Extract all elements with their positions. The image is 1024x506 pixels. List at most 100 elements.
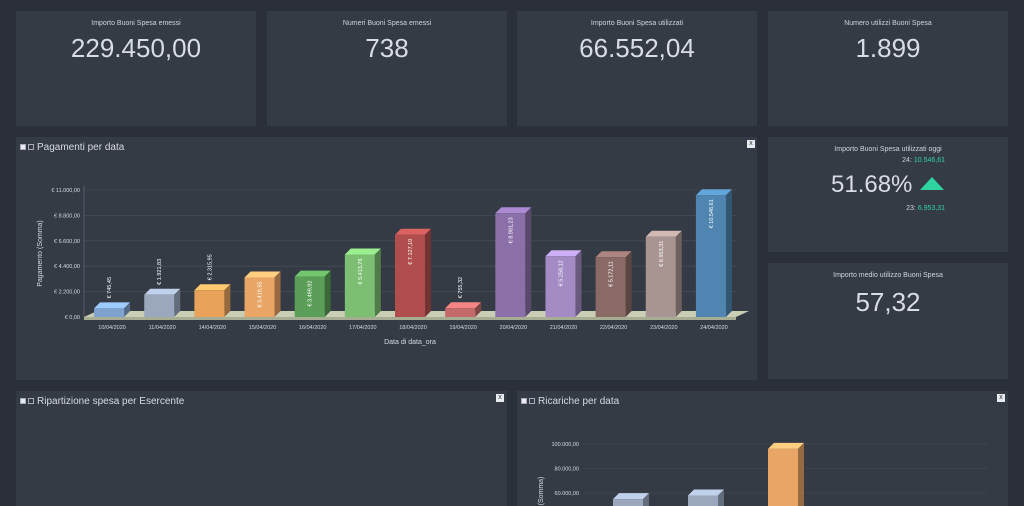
data-label: € 5.258,12 (558, 260, 564, 286)
collapse-icon[interactable] (521, 398, 527, 404)
bar-side (174, 288, 181, 317)
avg-card: Importo medio utilizzo Buoni Spesa 57,32 (768, 263, 1008, 379)
bar-top (144, 288, 181, 295)
today-bottom-value: 6.953,31 (917, 205, 945, 212)
x-tick-label: 15/04/2020 (249, 325, 277, 331)
panel-title: Ripartizione spesa per Esercente (37, 395, 185, 407)
kpi-value: 738 (365, 33, 409, 63)
bar-side (525, 207, 532, 317)
kpi-title: Numero utilizzi Buoni Spesa (844, 20, 932, 27)
kpi-title: Numeri Buoni Spesa emessi (342, 20, 432, 27)
avg-title: Importo medio utilizzo Buoni Spesa (833, 272, 943, 279)
bar (94, 302, 131, 317)
x-tick-label: 24/04/2020 (700, 325, 728, 331)
y-tick-label: 100.000,00 (551, 442, 579, 448)
y-tick-label: € 2.200,00 (54, 290, 80, 296)
bar-side (124, 302, 131, 317)
y-tick-label: € 11.000,00 (51, 188, 80, 194)
maximize-icon[interactable] (28, 398, 34, 404)
today-card: Importo Buoni Spesa utilizzati oggi 24: … (768, 137, 1008, 252)
bar (768, 442, 804, 506)
maximize-icon[interactable] (28, 144, 34, 150)
x-tick-label: 17/04/2020 (349, 325, 377, 331)
bar-side (425, 228, 431, 317)
bar (244, 271, 281, 317)
recharge-chart: 60.000,00 80.000,00 100.000,00 (Somma) (538, 442, 987, 506)
close-icon[interactable]: x (496, 394, 504, 402)
y-tick-label: € 4.400,00 (54, 264, 80, 270)
bar-front (294, 276, 325, 317)
payments-panel: Pagamenti per data x € 0,00 € 2.200,00 € 4… (16, 137, 757, 380)
kpi-card-used-count: Numero utilizzi Buoni Spesa 1.899 (768, 11, 1008, 126)
data-label: € 5.413,76 (358, 258, 364, 284)
bar-side (575, 250, 582, 317)
bar-top (445, 302, 482, 309)
bar-side (625, 251, 632, 317)
data-label: € 2.315,95 (207, 254, 213, 280)
bar-top (395, 228, 431, 235)
close-icon[interactable]: x (997, 394, 1005, 402)
bar-side (725, 189, 732, 317)
bar (395, 228, 431, 317)
data-label: € 5.172,11 (609, 261, 615, 287)
kpi-value: 66.552,04 (579, 33, 695, 63)
today-top-value: 10.546,61 (913, 157, 945, 164)
bar-front (344, 254, 375, 317)
data-label: € 10.546,61 (709, 199, 715, 228)
kpi-title: Importo Buoni Spesa emessi (91, 20, 181, 27)
bar-top (545, 250, 582, 257)
kpi-value: 229.450,00 (70, 33, 202, 63)
data-label: € 3.419,55 (258, 282, 264, 308)
bar-side (798, 442, 804, 506)
bar-top (94, 302, 131, 309)
y-tick-label: 60.000,00 (555, 491, 579, 497)
bar-top (495, 207, 532, 214)
bar-side (274, 271, 281, 317)
maximize-icon[interactable] (529, 398, 535, 404)
today-bottom-line: 23: 6.953,31 (906, 205, 945, 212)
bar-front (645, 236, 676, 317)
y-axis-label: Pagamento (Somma) (37, 220, 44, 287)
avg-value: 57,32 (855, 287, 921, 317)
data-label: € 7.127,10 (408, 239, 414, 265)
bar-front (94, 308, 125, 317)
today-pct: 51.68% (831, 171, 913, 198)
bar (294, 270, 331, 317)
y-axis-label: (Somma) (538, 477, 545, 506)
today-bottom-prefix: 23: (906, 205, 918, 212)
bar (595, 251, 632, 317)
bar-front (194, 290, 225, 317)
bar-side (475, 302, 482, 317)
bar-top (344, 248, 381, 255)
bar-front (144, 294, 175, 317)
bar-front (445, 308, 476, 317)
bar-front (695, 195, 726, 317)
data-label: € 755,32 (458, 277, 464, 298)
bar (194, 284, 231, 317)
bar (344, 248, 381, 317)
collapse-icon[interactable] (20, 398, 26, 404)
x-tick-label: 18/04/2020 (399, 325, 427, 331)
x-tick-label: 23/04/2020 (650, 325, 678, 331)
bar-front (395, 234, 425, 317)
kpi-value: 1.899 (855, 33, 921, 63)
bar-top (194, 284, 231, 291)
collapse-icon[interactable] (20, 144, 26, 150)
bar-top (768, 442, 804, 449)
close-icon[interactable]: x (747, 140, 755, 148)
x-tick-label: 14/04/2020 (199, 325, 227, 331)
kpi-title: Importo Buoni Spesa utilizzati (590, 20, 684, 27)
bar (645, 230, 682, 317)
x-tick-label: 16/04/2020 (299, 325, 327, 331)
today-title: Importo Buoni Spesa utilizzati oggi (834, 146, 942, 153)
bar-front (495, 213, 526, 317)
kpi-card-issued-count: Numeri Buoni Spesa emessi 738 (267, 11, 507, 126)
bar (445, 302, 482, 317)
y-tick-label: € 6.600,00 (54, 239, 80, 245)
today-top-line: 24: 10.546,61 (902, 157, 945, 164)
bar-side (324, 270, 331, 317)
bar-front (595, 257, 626, 317)
bar (545, 250, 582, 317)
bar-side (224, 284, 231, 317)
merchant-panel: Ripartizione spesa per Esercente x (16, 391, 507, 506)
